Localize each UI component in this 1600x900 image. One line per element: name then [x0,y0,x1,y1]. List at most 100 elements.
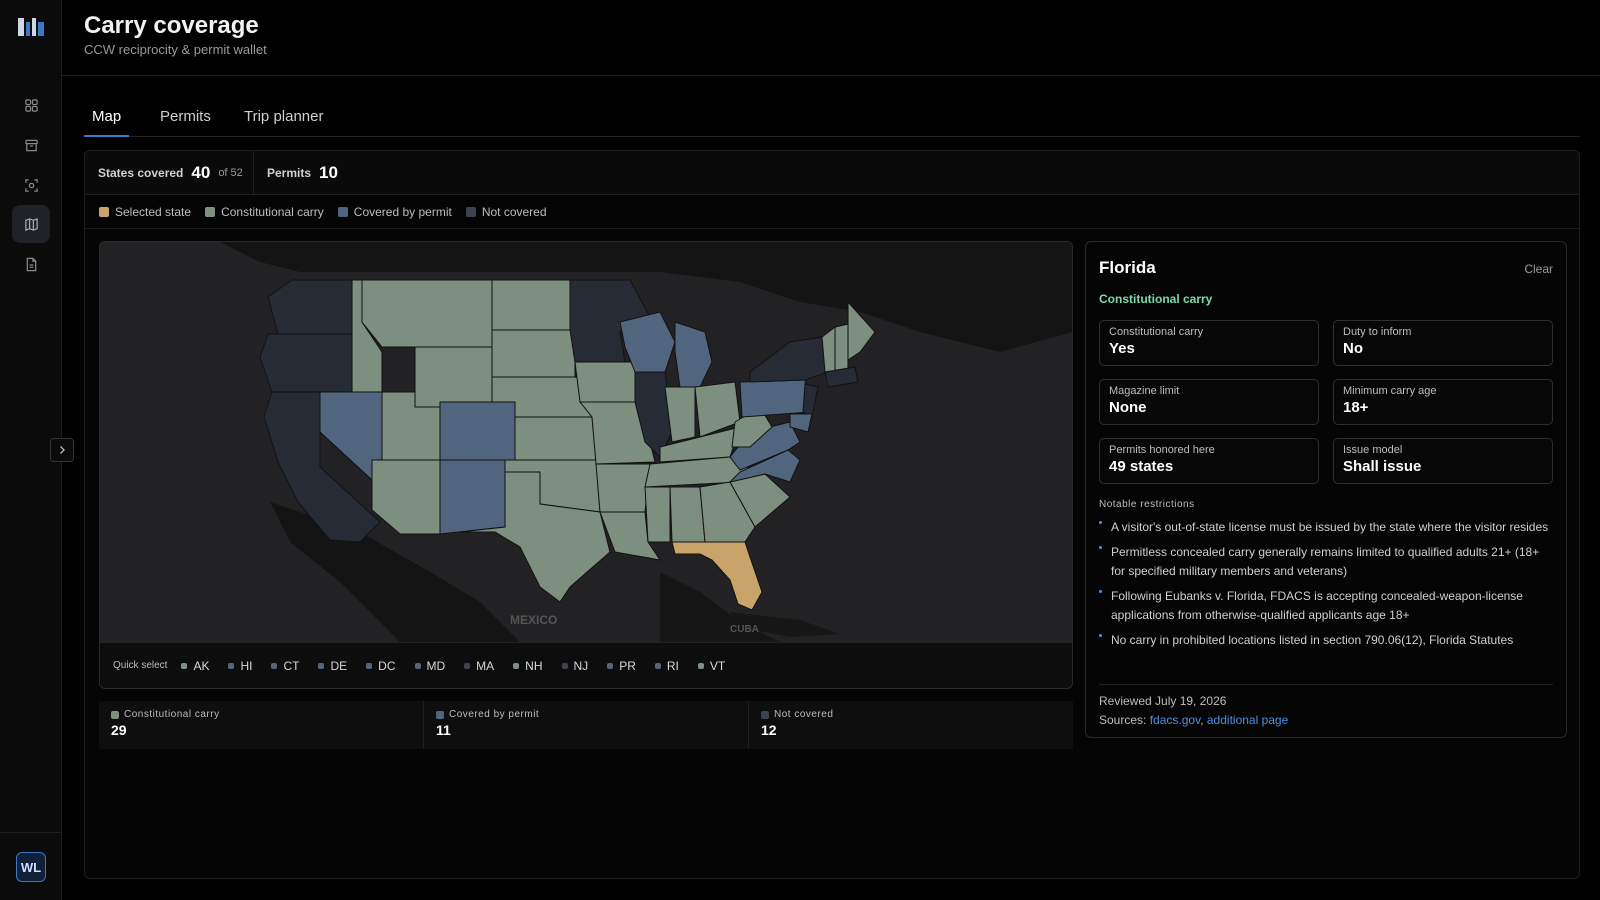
sources: Sources: fdacs.gov, additional page [1099,713,1288,727]
avatar[interactable]: WL [16,852,46,882]
nav-archive[interactable] [12,126,50,164]
nav-map[interactable] [12,205,50,243]
detail-divider [1099,684,1553,685]
chip-label: DC [378,658,396,673]
fact-value: 49 states [1109,458,1174,475]
chip-swatch [654,662,661,669]
quick-select-chip[interactable]: DC [366,658,396,673]
chip-label: NJ [573,658,589,673]
quick-select-chip[interactable]: HI [228,659,252,673]
restriction-item: Following Eubanks v. Florida, FDACS is a… [1099,587,1553,625]
restriction-item: Permitless concealed carry generally rem… [1099,543,1553,581]
chip-swatch [513,662,520,669]
quick-select-chip[interactable]: MD [414,658,446,673]
archive-icon [24,139,38,151]
quick-select-chip[interactable]: VT [697,658,726,673]
states-covered-label: States covered [98,166,184,180]
quick-select-chip[interactable]: NJ [561,658,589,673]
chip-swatch [561,662,568,669]
quick-select-chip[interactable]: DE [318,659,347,673]
summary-label: Constitutional carry [124,709,220,720]
expand-sidebar-button[interactable] [50,438,74,462]
chip-label: MA [476,658,495,673]
restrictions-list: A visitor's out-of-state license must be… [1099,518,1553,656]
chip-label: NH [525,658,543,673]
quick-select-chip[interactable]: MA [464,659,494,673]
state-detail-card: Florida Clear Constitutional carry Const… [1085,241,1567,738]
page-subtitle: CCW reciprocity & permit wallet [84,42,267,57]
fact-label: Duty to inform [1343,326,1412,338]
summary-value: 29 [111,722,127,738]
quick-select-chip[interactable]: PR [607,659,636,673]
permits-label: Permits [267,166,312,180]
quick-select-label: Quick select [113,660,168,671]
fact-value: No [1343,340,1363,357]
summary-constitutional: Constitutional carry 29 [99,701,424,749]
tab-trip-planner[interactable]: Trip planner [244,108,324,125]
legend-constitutional: Constitutional carry [205,205,324,219]
chip-swatch [697,662,704,669]
states-covered-stat: States covered 40 of 52 [98,151,243,195]
chip-label: PR [619,658,636,673]
summary-value: 11 [436,722,451,738]
fact-label: Minimum carry age [1343,385,1437,397]
map-card: MEXICO CUBA Quick select AK HI CT DE DC … [99,241,1073,689]
summary-swatch [436,710,444,719]
permits-stat: Permits 10 [267,151,338,195]
chip-label: VT [709,658,726,673]
logo-icon[interactable] [18,16,44,38]
chip-label: AK [193,658,210,673]
summary-label: Covered by permit [449,709,540,720]
tab-map[interactable]: Map [84,108,130,137]
restriction-item: No carry in prohibited locations listed … [1099,631,1553,650]
map-label-mexico: MEXICO [510,613,557,627]
legend-label: Not covered [481,204,547,219]
summary-swatch [111,710,119,719]
source-link-additional[interactable]: additional page [1206,713,1289,727]
tab-bar: Map Permits Trip planner [84,100,1580,137]
fact-value: None [1109,399,1147,416]
legend-label: Selected state [115,204,192,219]
clear-button[interactable]: Clear [1524,262,1553,276]
quick-select-chip[interactable]: CT [271,659,299,673]
fact-card: Minimum carry age 18+ [1333,379,1553,425]
nav-dashboard[interactable] [12,86,50,124]
chip-swatch [271,662,278,669]
chip-label: RI [666,658,679,673]
tab-permits[interactable]: Permits [160,108,211,125]
legend-selected: Selected state [99,205,191,219]
chip-label: DE [330,658,348,673]
chevron-right-icon [60,446,65,454]
states-covered-value: 40 [191,163,211,182]
coverage-map[interactable]: MEXICO CUBA [100,242,1072,642]
fact-label: Constitutional carry [1109,326,1204,338]
source-link-fdacs[interactable]: fdacs.gov [1149,713,1201,727]
stats-bar: States covered 40 of 52 Permits 10 [85,151,1579,195]
stat-divider [253,151,254,195]
nav-scan[interactable] [12,166,50,204]
sidebar-divider [0,832,62,833]
quick-select-chip[interactable]: RI [654,658,679,673]
quick-select-bar: Quick select AK HI CT DE DC MD MA NH NJ … [100,642,1072,688]
chip-label: CT [283,658,300,673]
summary-value: 12 [761,722,777,738]
chip-label: MD [426,658,446,673]
states-covered-suffix: of 52 [218,167,243,179]
legend-swatch [205,206,216,217]
chip-swatch [228,662,235,669]
quick-select-chip[interactable]: AK [181,659,209,673]
summary-not-covered: Not covered 12 [749,701,1073,749]
quick-select-chip[interactable]: NH [513,658,543,673]
legend-not-covered: Not covered [465,204,547,219]
document-icon [26,257,36,271]
scan-icon [24,178,38,192]
fact-card: Duty to inform No [1333,320,1553,366]
fact-value: 18+ [1343,399,1369,416]
legend-swatch [337,206,348,217]
state-status: Constitutional carry [1099,292,1213,306]
chip-label: HI [240,658,253,673]
fact-card: Magazine limit None [1099,379,1319,425]
legend-permit: Covered by permit [337,205,452,219]
nav-documents[interactable] [12,245,50,283]
fact-value: Yes [1109,340,1135,357]
